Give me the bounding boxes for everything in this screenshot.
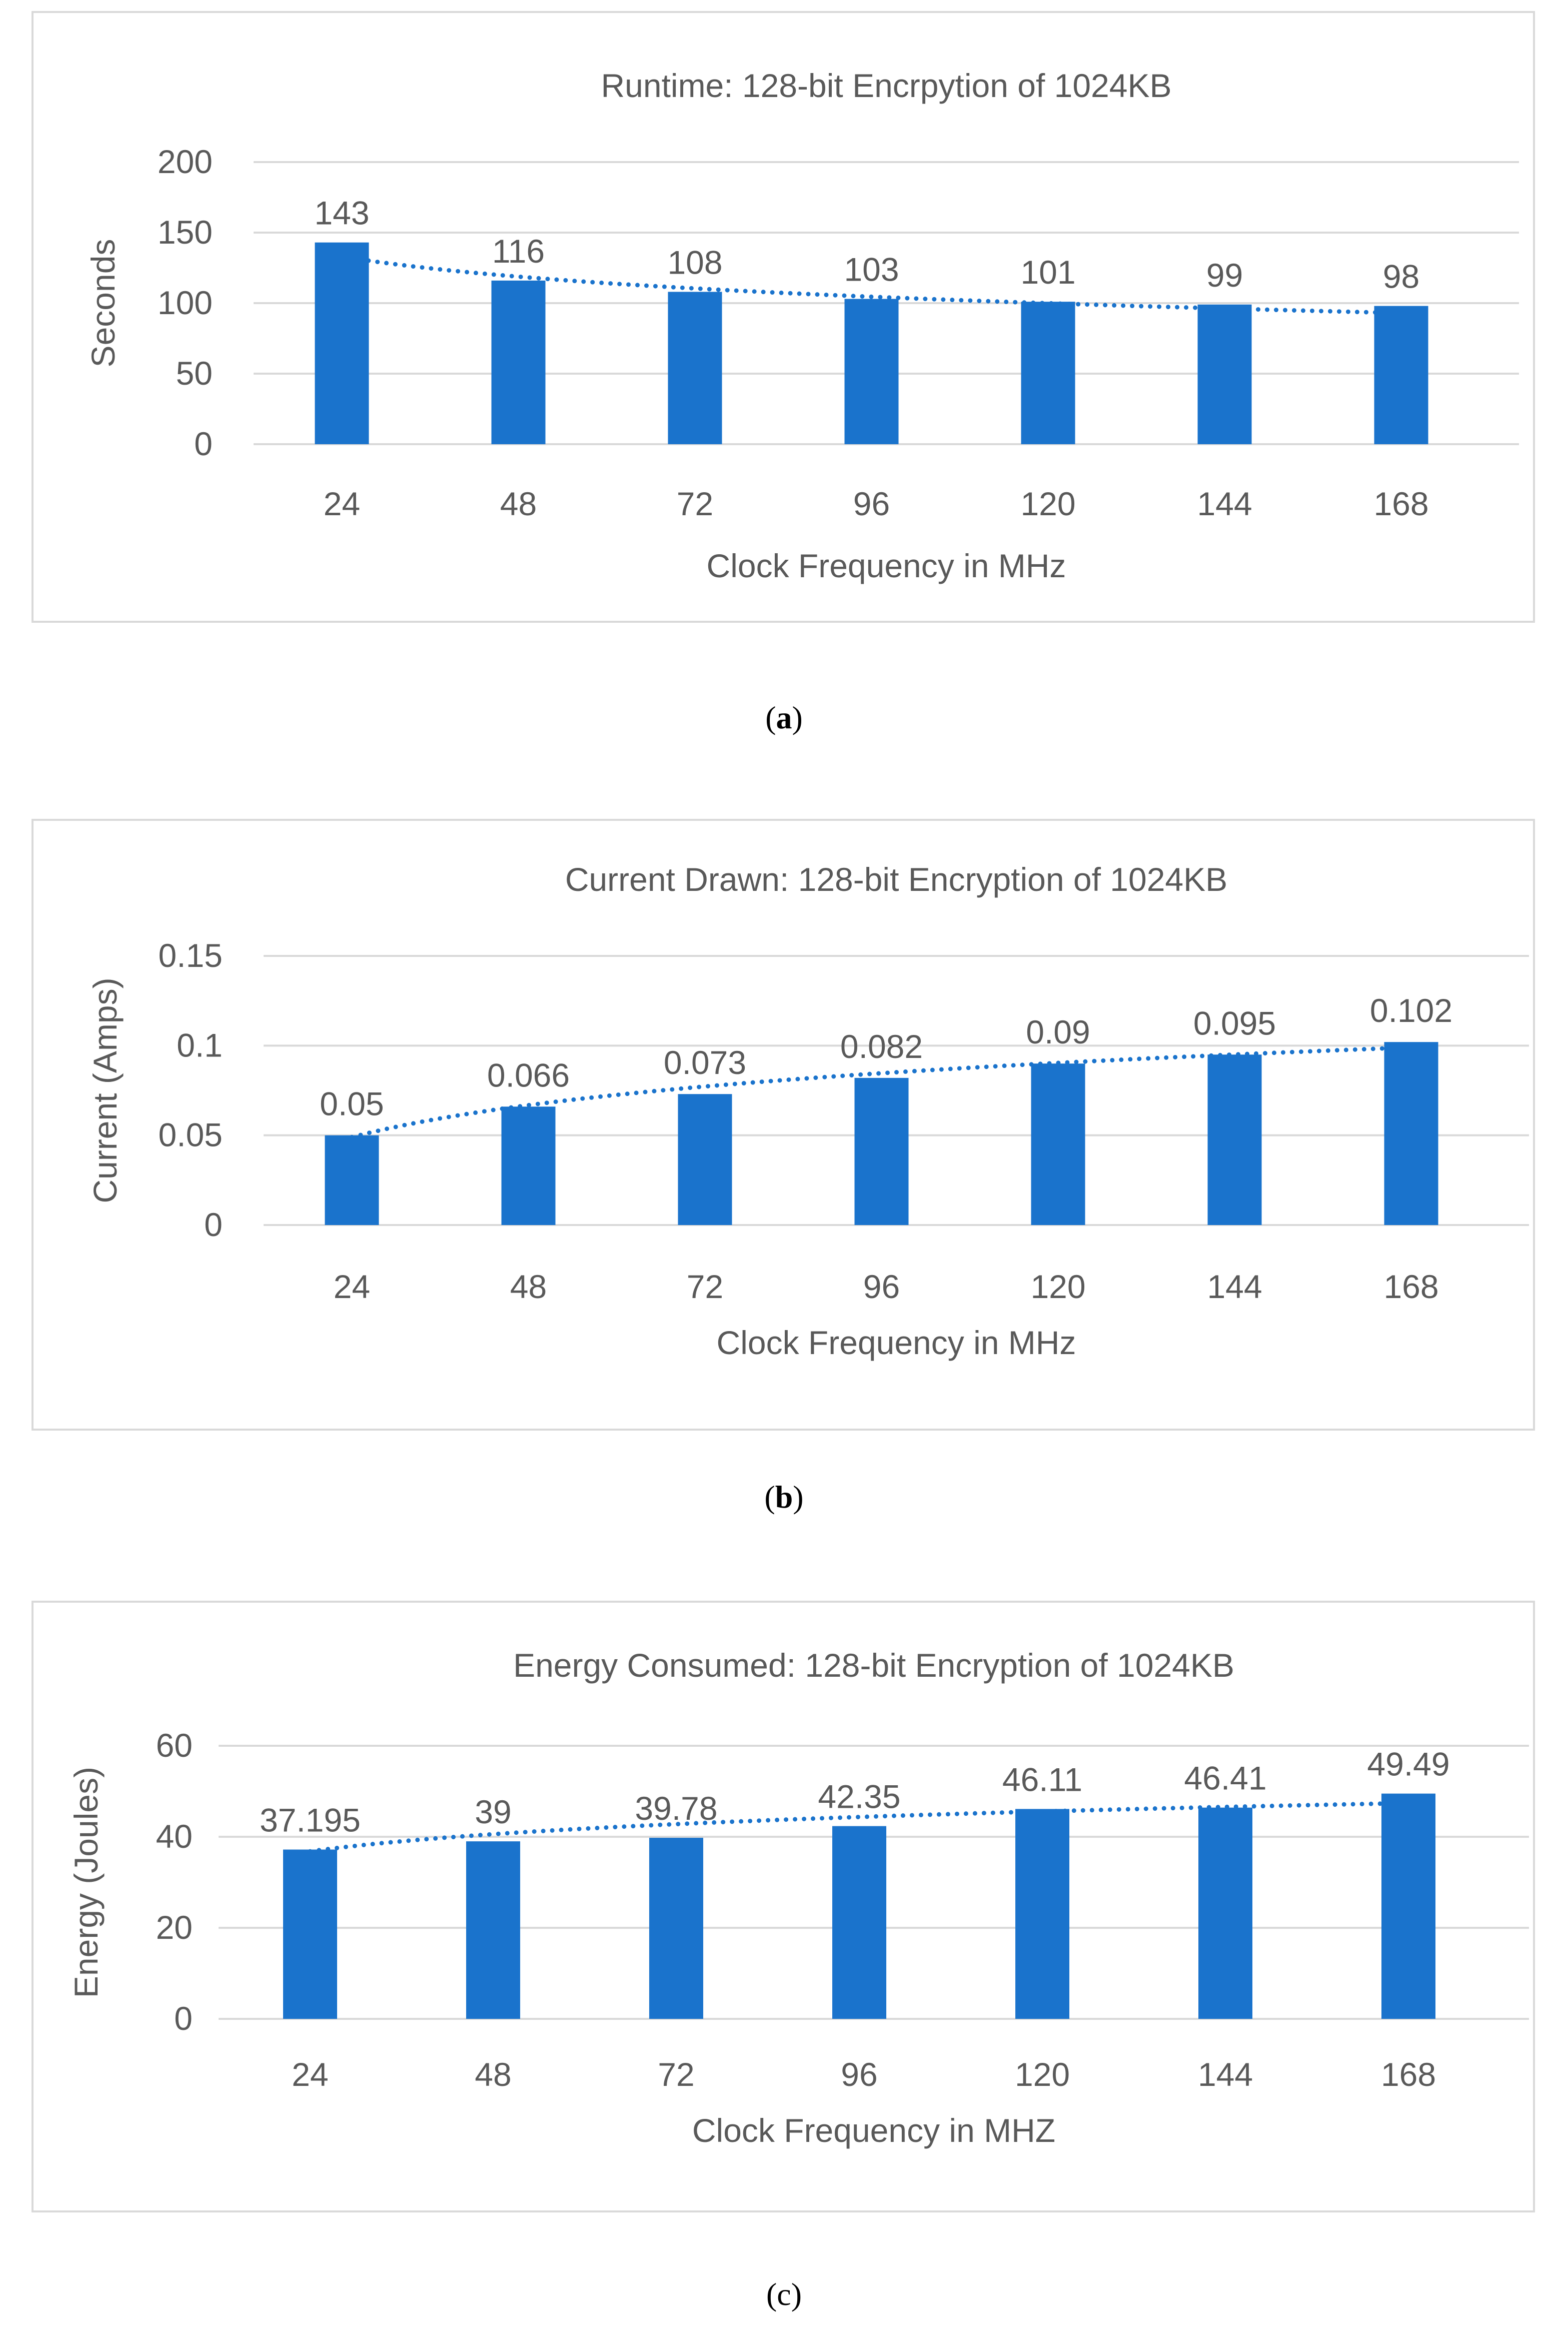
bar [315,242,369,444]
x-tick-label: 72 [677,485,713,522]
bar [854,1077,909,1225]
y-tick-label: 0.1 [177,1026,223,1063]
y-axis-title: Energy (Joules) [68,1767,105,1998]
caption-c: (c) [766,2276,802,2312]
x-tick-label: 96 [841,2056,877,2093]
bar [466,1841,520,2019]
y-tick-label: 0 [194,425,213,462]
y-axis-title: Current (Amps) [87,977,124,1203]
trendline [350,1045,1413,1139]
x-tick-label: 120 [1030,1268,1085,1305]
x-tick-label: 48 [510,1268,547,1305]
x-tick-label: 24 [324,485,360,522]
data-label: 46.41 [1184,1760,1266,1797]
x-tick-label: 24 [334,1268,370,1305]
y-tick-label: 40 [156,1818,193,1855]
bar [1384,1042,1438,1225]
bar [649,1838,703,2019]
bar [1031,1063,1085,1225]
data-label: 116 [492,233,545,270]
chart-energy-svg: Energy Consumed: 128-bit Encryption of 1… [68,1647,1529,2149]
data-label: 0.073 [664,1044,746,1081]
chart-runtime-svg: Runtime: 128-bit Encrpytion of 1024KB 0 50… [85,67,1519,584]
data-label: 37.195 [260,1802,361,1839]
x-tick-label: 144 [1207,1268,1262,1305]
x-tick-label: 120 [1015,2056,1070,2093]
chart-panel-current: Current Drawn: 128-bit Encryption of 102… [32,819,1535,1431]
x-axis-title: Clock Frequency in MHz [717,1324,1076,1361]
x-tick-label: 144 [1197,485,1252,522]
data-label: 99 [1206,257,1243,294]
data-label: 143 [314,195,369,232]
bar [1197,304,1252,444]
data-label: 0.095 [1193,1004,1276,1041]
y-tick-label: 0.15 [159,937,223,974]
data-label: 101 [1020,254,1075,291]
x-tick-label: 96 [863,1268,900,1305]
x-axis-title: Clock Frequency in MHz [707,547,1066,584]
y-tick-label: 100 [158,284,213,321]
data-label: 46.11 [1002,1761,1082,1798]
x-tick-label: 96 [853,485,890,522]
data-label: 39.78 [635,1790,717,1827]
x-tick-label: 144 [1198,2056,1253,2093]
trendline [308,1801,1411,1854]
bar [1381,1793,1435,2019]
data-label: 98 [1383,258,1419,295]
x-tick-label: 72 [687,1268,723,1305]
chart-panel-energy: Energy Consumed: 128-bit Encryption of 1… [32,1601,1535,2212]
y-tick-label: 200 [158,143,213,180]
y-tick-label: 0 [204,1206,223,1243]
data-label: 0.066 [487,1056,570,1093]
x-tick-label: 48 [475,2056,511,2093]
data-label: 0.102 [1370,992,1452,1029]
bar [1021,302,1075,444]
bar [1198,1807,1252,2019]
data-label: 0.09 [1026,1013,1090,1050]
y-axis-title: Seconds [85,239,122,368]
y-tick-label: 20 [156,1909,193,1946]
x-tick-label: 48 [500,485,537,522]
bar [491,280,546,444]
x-tick-label: 72 [658,2056,694,2093]
x-tick-label: 120 [1020,485,1075,522]
x-tick-label: 168 [1383,1268,1438,1305]
bar [668,292,722,444]
bar [325,1135,379,1225]
data-label: 0.082 [840,1028,923,1065]
chart-title: Runtime: 128-bit Encrpytion of 1024KB [601,67,1172,104]
data-label: 108 [667,244,722,281]
bar [678,1094,732,1225]
chart-title: Energy Consumed: 128-bit Encryption of 1… [513,1647,1234,1684]
bar [283,1849,337,2019]
bar [1374,306,1428,444]
x-tick-label: 168 [1381,2056,1436,2093]
x-axis-title: Clock Frequency in MHZ [692,2112,1055,2149]
bar [501,1106,556,1225]
chart-current-svg: Current Drawn: 128-bit Encryption of 102… [87,861,1529,1361]
y-tick-label: 0.05 [159,1116,223,1153]
y-tick-label: 60 [156,1727,193,1764]
y-tick-label: 150 [158,214,213,251]
bar [844,299,899,444]
data-label: 39 [475,1793,511,1830]
x-tick-label: 24 [292,2056,328,2093]
data-label: 49.49 [1367,1746,1449,1783]
caption-b: (b) [764,1479,804,1515]
bar [832,1826,886,2019]
chart-title: Current Drawn: 128-bit Encryption of 102… [565,861,1227,898]
caption-a: (a) [765,700,803,735]
y-tick-label: 50 [176,355,213,392]
x-tick-label: 168 [1373,485,1428,522]
chart-panel-runtime: Runtime: 128-bit Encrpytion of 1024KB 0 50… [32,11,1535,623]
data-label: 103 [844,251,899,288]
bar [1207,1054,1262,1225]
bar [1015,1809,1069,2019]
data-label: 42.35 [818,1778,900,1815]
y-tick-label: 0 [174,2000,193,2037]
trendline [340,254,1403,316]
data-label: 0.05 [320,1085,384,1122]
